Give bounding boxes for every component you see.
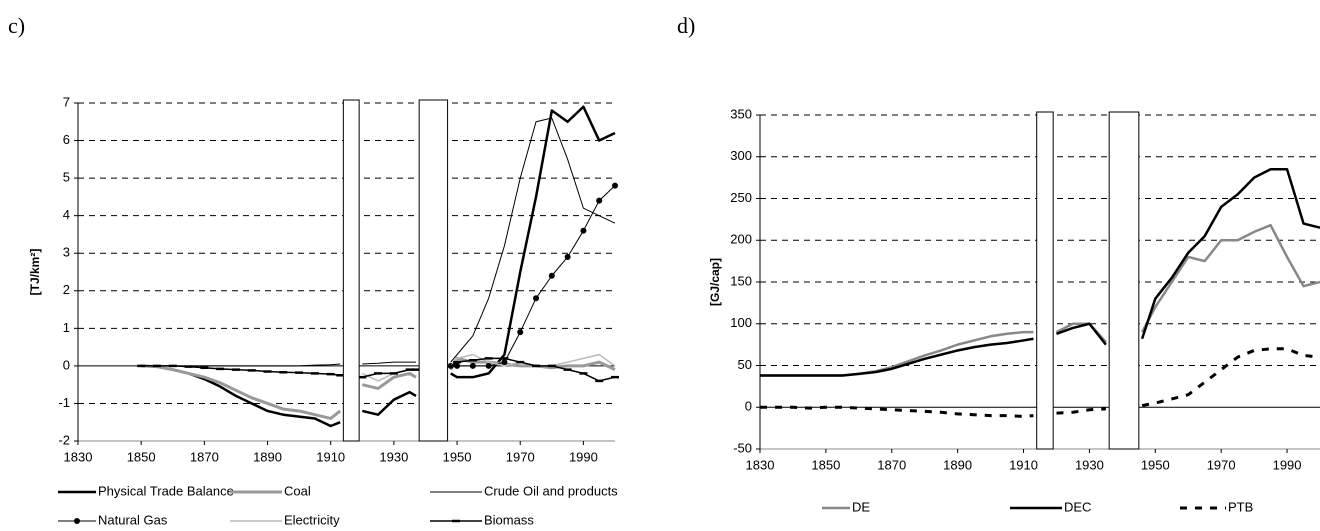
panel-label: c): [8, 13, 25, 38]
gap-box: [418, 99, 449, 442]
x-tick-label: 1950: [443, 449, 472, 464]
legend-label: Coal: [284, 483, 311, 498]
x-tick-label: 1970: [506, 449, 535, 464]
series-line: [141, 356, 616, 420]
y-tick-label: 1: [63, 320, 70, 335]
point: [596, 197, 603, 204]
y-tick-label: 2: [63, 282, 70, 297]
y-tick-label: 7: [63, 94, 70, 109]
y-tick-label: 50: [738, 357, 752, 372]
legend-label: DEC: [1064, 499, 1091, 514]
x-tick-label: 1830: [746, 457, 775, 472]
y-tick-label: 200: [730, 232, 752, 247]
x-tick-label: 1850: [811, 457, 840, 472]
point: [564, 253, 571, 260]
x-tick-label: 1890: [943, 457, 972, 472]
x-tick-label: 1910: [1009, 457, 1038, 472]
legend-label: Electricity: [284, 512, 340, 527]
x-tick-label: 1870: [877, 457, 906, 472]
y-axis-label: [GJ/cap]: [708, 258, 722, 306]
y-axis-label: [TJ/km²]: [28, 249, 42, 296]
legend-marker: [74, 518, 80, 524]
legend-label: Physical Trade Balance: [98, 483, 234, 498]
y-tick-label: 0: [745, 399, 752, 414]
point: [485, 362, 492, 369]
point: [548, 272, 555, 279]
series-line: [760, 168, 1320, 377]
x-tick-label: 1970: [1207, 457, 1236, 472]
y-tick-label: 4: [63, 207, 70, 222]
gap-box: [1108, 111, 1140, 450]
series-line: [141, 357, 616, 382]
legend-label: Natural Gas: [98, 512, 168, 527]
y-tick-label: -1: [58, 395, 70, 410]
y-tick-label: 350: [730, 106, 752, 121]
gap-box: [342, 99, 360, 442]
x-tick-label: 1910: [316, 449, 345, 464]
x-tick-label: 1890: [253, 449, 282, 464]
x-tick-label: 1990: [1273, 457, 1302, 472]
y-tick-label: 6: [63, 132, 70, 147]
series-line: [141, 105, 616, 428]
point: [454, 362, 461, 369]
y-tick-label: -2: [58, 432, 70, 447]
y-tick-label: -50: [733, 440, 752, 455]
point: [612, 182, 618, 189]
y-tick-label: 300: [730, 148, 752, 163]
point: [580, 227, 587, 234]
legend-label: PTB: [1228, 499, 1253, 514]
legend-label: Crude Oil and products: [484, 483, 618, 498]
x-tick-label: 1930: [379, 449, 408, 464]
x-tick-label: 1990: [569, 449, 598, 464]
y-tick-label: 100: [730, 315, 752, 330]
y-tick-label: 5: [63, 170, 70, 185]
y-tick-label: 0: [63, 357, 70, 372]
x-tick-label: 1950: [1141, 457, 1170, 472]
y-tick-label: 3: [63, 245, 70, 260]
point: [533, 295, 540, 302]
point: [517, 329, 524, 336]
x-tick-label: 1870: [190, 449, 219, 464]
series-line: [760, 347, 1320, 418]
x-tick-label: 1930: [1075, 457, 1104, 472]
point: [501, 359, 508, 366]
x-tick-label: 1830: [64, 449, 93, 464]
y-tick-label: 250: [730, 190, 752, 205]
x-tick-label: 1850: [127, 449, 156, 464]
panel-label: d): [677, 13, 695, 38]
y-tick-label: 150: [730, 273, 752, 288]
point: [469, 362, 476, 369]
legend-label: Biomass: [484, 512, 534, 527]
legend-label: DE: [852, 499, 870, 514]
gap-box: [1036, 111, 1054, 450]
